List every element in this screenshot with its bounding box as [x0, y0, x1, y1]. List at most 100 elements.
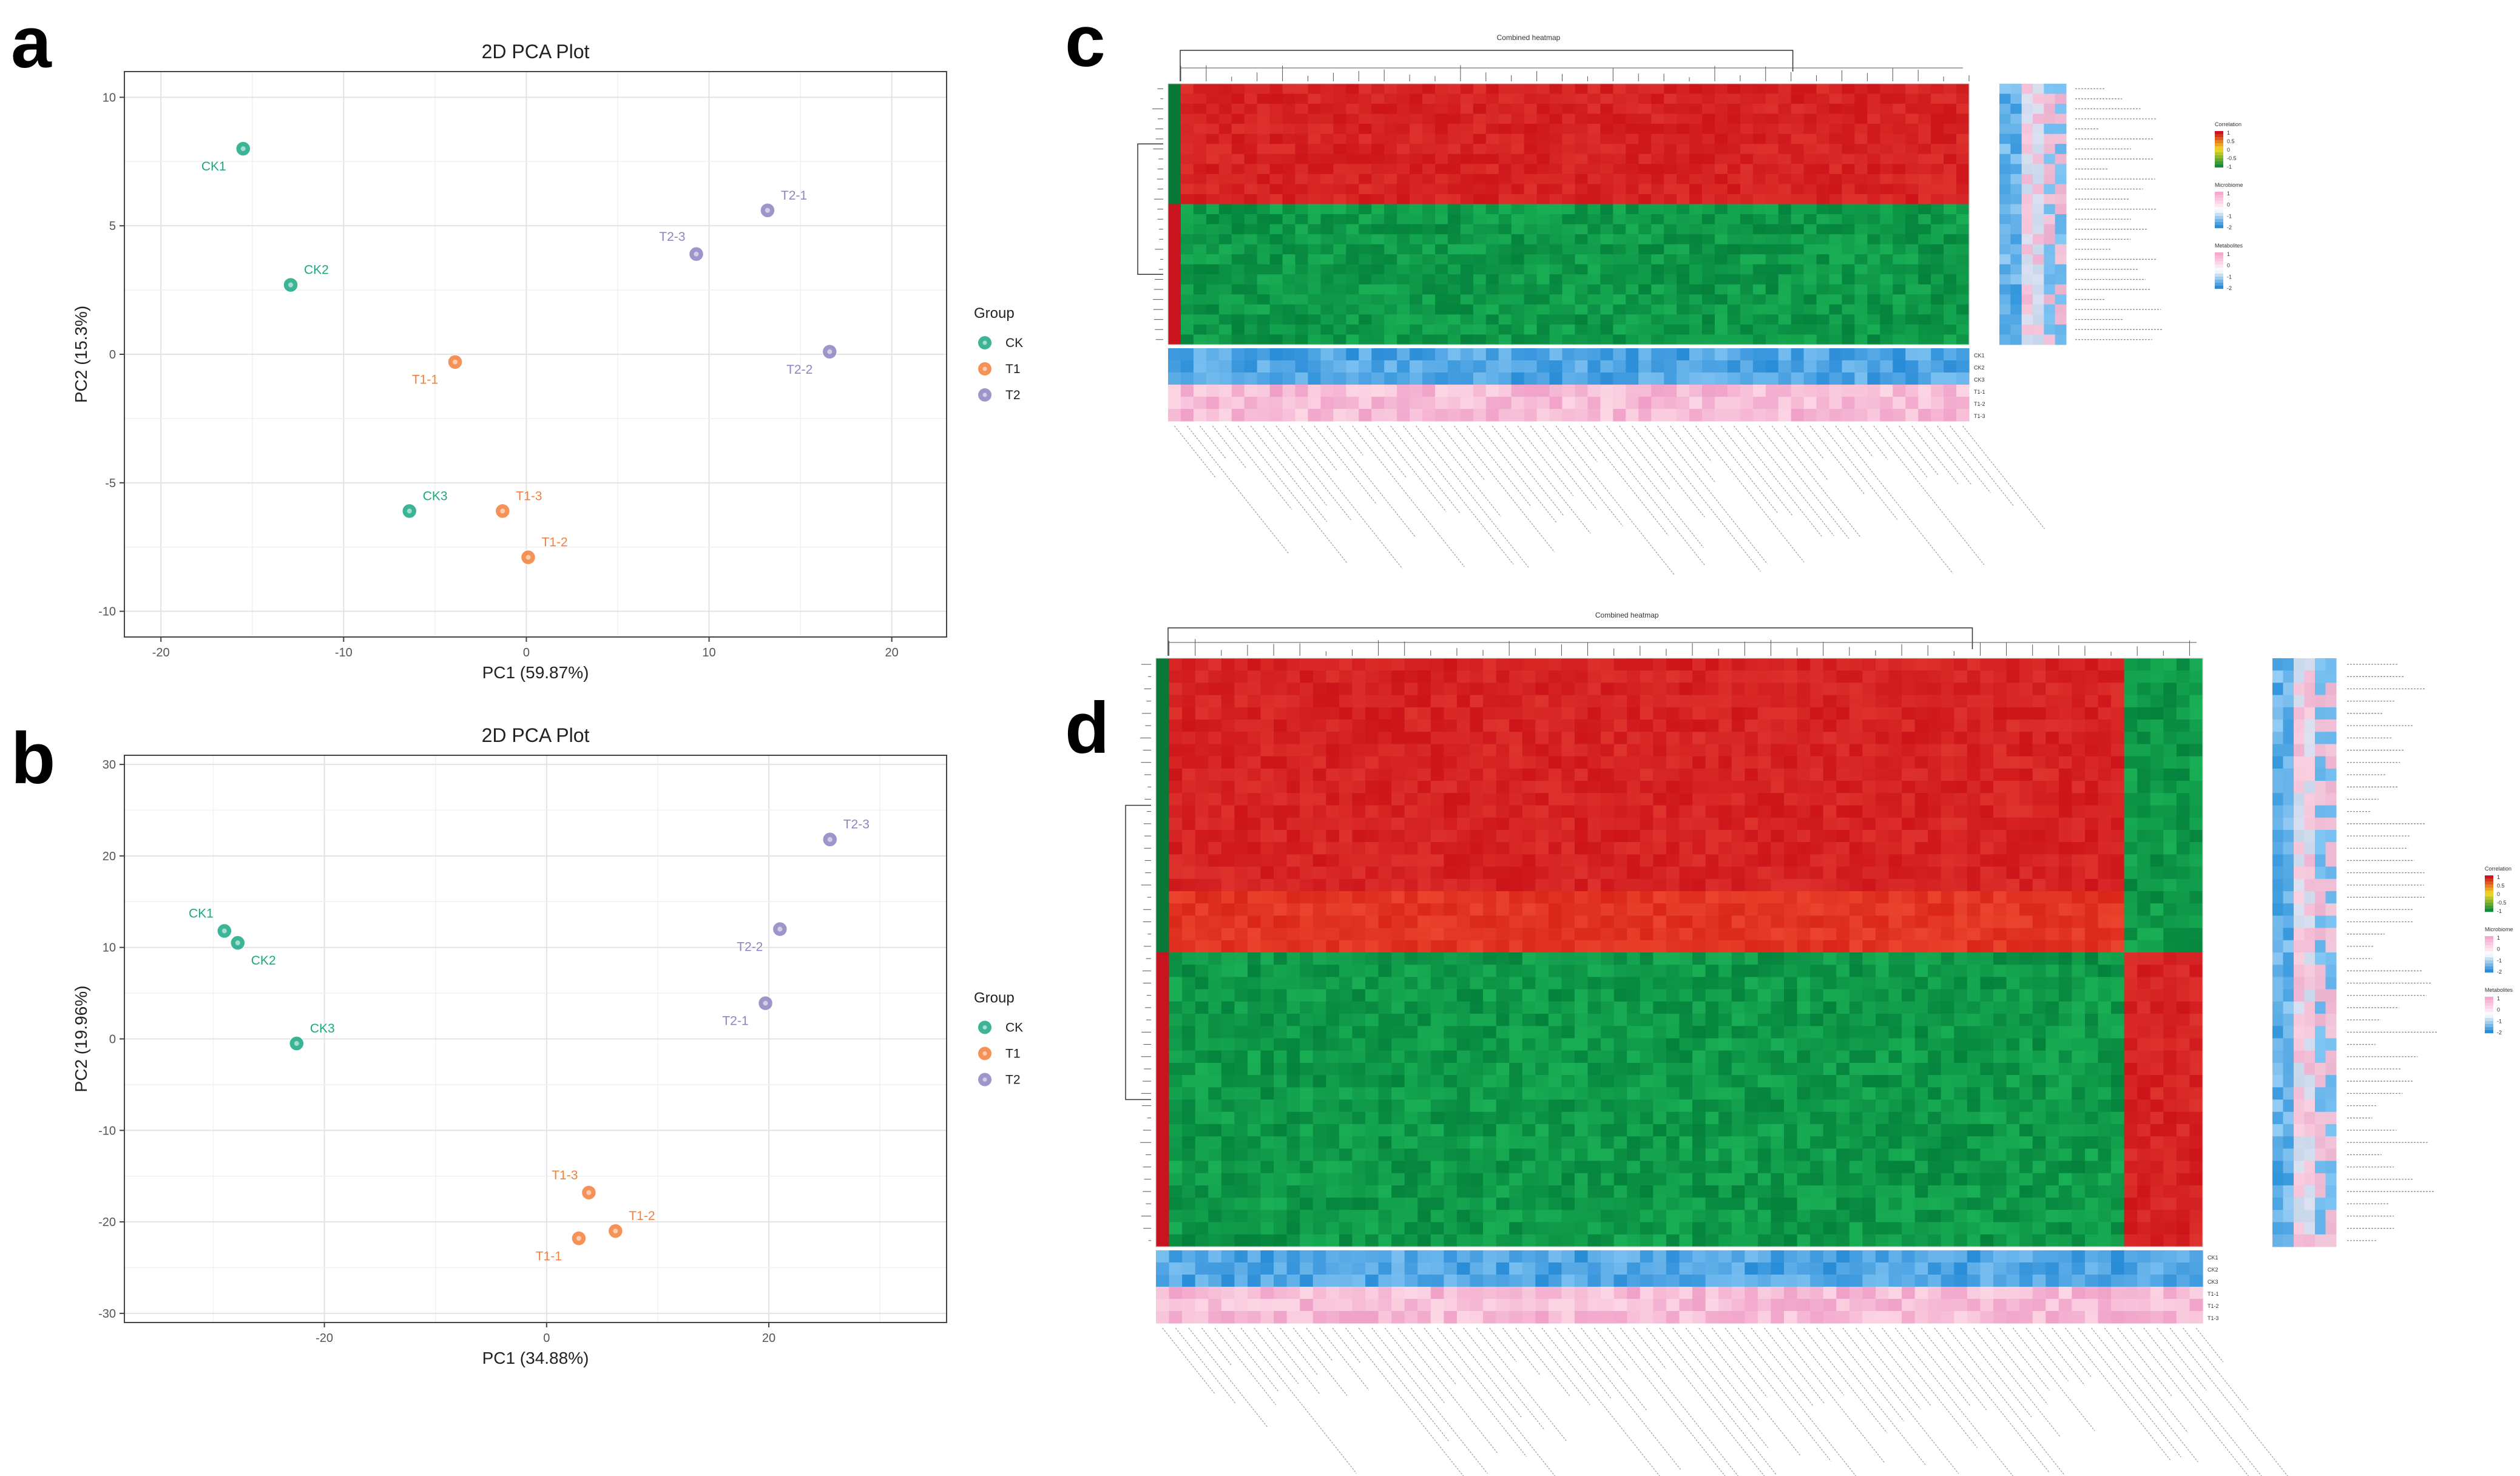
heatmap-cell: [1269, 314, 1283, 325]
heatmap-cell: [1705, 903, 1719, 916]
heatmap-cell: [1473, 294, 1487, 305]
heatmap-cell: [1836, 1001, 1850, 1014]
heatmap-cell: [1849, 817, 1863, 831]
heatmap-cell: [1352, 891, 1366, 904]
heatmap-cell: [1880, 144, 1893, 155]
heatmap-cell: [1346, 334, 1359, 345]
heatmap-cell: [2072, 707, 2086, 720]
heatmap-cell: [2150, 965, 2164, 978]
heatmap-cell: [1195, 682, 1209, 696]
heatmap-cell: [1836, 965, 1850, 978]
heatmap-cell: [2150, 670, 2164, 684]
heatmap-cell: [1410, 304, 1423, 315]
sample-cell: [1829, 409, 1843, 422]
heatmap-cell: [2150, 756, 2164, 769]
heatmap-cell: [1326, 965, 1340, 978]
heatmap-cell: [1444, 707, 1458, 720]
heatmap-cell: [1193, 224, 1207, 235]
y-axis-label: PC2 (15.3%): [72, 306, 90, 403]
heatmap-cell: [1587, 842, 1601, 855]
sample-cell: [1829, 348, 1843, 361]
heatmap-cell: [1941, 928, 1954, 941]
heatmap-cell: [1391, 903, 1405, 916]
sample-cell: [1778, 409, 1792, 422]
heatmap-cell: [1269, 164, 1283, 175]
heatmap-cell: [1456, 903, 1471, 916]
heatmap-cell: [1384, 113, 1397, 124]
heatmap-cell: [1371, 104, 1385, 115]
heatmap-cell: [1460, 324, 1474, 335]
sample-cell: [1524, 397, 1538, 409]
heatmap-cell: [1535, 928, 1549, 941]
heatmap-cell: [1193, 274, 1207, 285]
heatmap-cell: [1640, 744, 1654, 757]
heatmap-cell: [1771, 829, 1785, 843]
scatter-point-core: [763, 1000, 768, 1006]
heatmap-cell: [2019, 866, 2033, 880]
heatmap-cell: [1954, 793, 1968, 806]
heatmap-cell: [1784, 756, 1798, 769]
heatmap-cell: [1206, 204, 1220, 215]
heatmap-cell: [1218, 153, 1232, 164]
heatmap-cell: [1587, 732, 1601, 745]
heatmap-cell: [2084, 829, 2099, 843]
heatmap-cell: [1803, 294, 1817, 305]
heatmap-cell: [1956, 104, 1970, 115]
heatmap-cell: [1771, 805, 1785, 818]
heatmap-cell: [1587, 294, 1601, 305]
heatmap-cell: [1384, 104, 1397, 115]
sample-cell: [1435, 360, 1448, 373]
heatmap-cell: [2111, 854, 2125, 868]
heatmap-cell: [1435, 104, 1448, 115]
heatmap-cell: [1587, 756, 1601, 769]
sample-cell: [1689, 385, 1703, 397]
heatmap-cell: [1365, 878, 1379, 892]
heatmap-cell: [2124, 965, 2138, 978]
heatmap-cell: [1247, 658, 1262, 671]
heatmap-cell: [1803, 274, 1817, 285]
sample-cell: [1193, 409, 1207, 422]
column-label-stroke: [1301, 425, 1337, 471]
heatmap-cell: [1561, 842, 1575, 855]
heatmap-cell: [1679, 719, 1693, 732]
heatmap-cell: [1823, 670, 1837, 684]
sample-cell: [1752, 385, 1766, 397]
heatmap-cell: [1941, 805, 1954, 818]
heatmap-cell: [1778, 214, 1792, 225]
heatmap-cell: [1677, 234, 1690, 245]
sample-cell: [1231, 409, 1245, 422]
heatmap-cell: [1456, 805, 1471, 818]
heatmap-cell: [1980, 670, 1994, 684]
heatmap-cell: [1218, 224, 1232, 235]
sample-cell: [1447, 409, 1461, 422]
heatmap-cell: [1745, 756, 1758, 769]
heatmap-cell: [2032, 768, 2046, 781]
heatmap-cell: [1391, 658, 1405, 671]
side-cell: [2033, 104, 2044, 115]
heatmap-cell: [1797, 829, 1811, 843]
heatmap-cell: [1771, 952, 1785, 965]
heatmap-cell: [1640, 878, 1654, 892]
heatmap-cell: [1156, 817, 1170, 831]
heatmap-cell: [1575, 254, 1589, 265]
heatmap-cell: [1435, 164, 1448, 175]
heatmap-cell: [1771, 891, 1785, 904]
heatmap-cell: [1714, 204, 1728, 215]
heatmap-cell: [1993, 817, 2007, 831]
heatmap-cell: [1714, 234, 1728, 245]
heatmap-cell: [1823, 682, 1837, 696]
heatmap-cell: [1378, 719, 1392, 732]
heatmap-cell: [1613, 817, 1627, 831]
heatmap-cell: [2098, 817, 2112, 831]
heatmap-cell: [1626, 274, 1639, 285]
heatmap-cell: [2137, 989, 2151, 1002]
heatmap-cell: [1931, 294, 1944, 305]
heatmap-cell: [1967, 891, 1981, 904]
heatmap-cell: [1339, 707, 1353, 720]
side-cell: [2055, 144, 2067, 155]
heatmap-cell: [1169, 891, 1183, 904]
heatmap-cell: [1893, 234, 1906, 245]
heatmap-cell: [1626, 194, 1639, 205]
heatmap-cell: [1664, 294, 1677, 305]
heatmap-cell: [1359, 274, 1372, 285]
